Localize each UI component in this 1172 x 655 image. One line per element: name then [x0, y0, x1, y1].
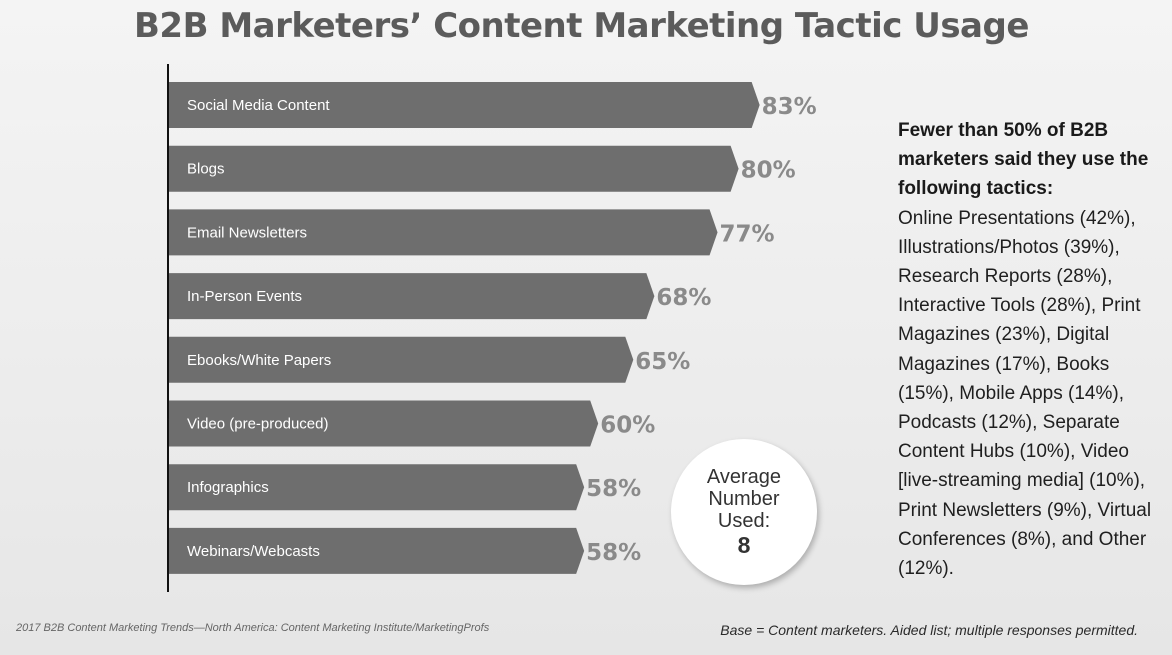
- bar-value-label: 58%: [586, 540, 641, 566]
- bar: [169, 82, 760, 128]
- bar-value-label: 83%: [762, 94, 817, 120]
- bar: [169, 464, 585, 511]
- average-badge-value: 8: [737, 532, 751, 558]
- bar: [169, 400, 599, 447]
- bar-value-label: 65%: [635, 349, 690, 375]
- bar-category-label: Social Media Content: [187, 97, 330, 114]
- chart-title: B2B Marketers’ Content Marketing Tactic …: [134, 6, 1029, 46]
- bar-category-label: Ebooks/White Papers: [187, 352, 331, 369]
- source-citation: 2017 B2B Content Marketing Trends—North …: [16, 622, 490, 634]
- bar-value-label: 68%: [656, 285, 711, 311]
- side-note-body: Online Presentations (42%), Illustration…: [898, 207, 1152, 580]
- bar-value-label: 58%: [586, 476, 641, 502]
- average-badge: Average Number Used: 8: [671, 439, 817, 585]
- base-note: Base = Content marketers. Aided list; mu…: [720, 622, 1138, 638]
- average-badge-label: Average Number Used:: [706, 466, 782, 532]
- bar: [169, 527, 585, 574]
- bar-category-label: In-Person Events: [187, 288, 302, 305]
- side-note-heading: Fewer than 50% of B2B marketers said the…: [898, 120, 1149, 200]
- bar: [169, 209, 718, 256]
- bar-category-label: Email Newsletters: [187, 224, 307, 241]
- bar: [169, 145, 739, 192]
- bar-value-label: 77%: [720, 221, 775, 247]
- bar-value-label: 80%: [741, 158, 796, 184]
- bar-category-label: Video (pre-produced): [187, 416, 328, 433]
- bar-category-label: Infographics: [187, 479, 269, 496]
- bar-chart: Social Media Content 83% Blogs 80% Email New…: [167, 64, 817, 592]
- bar: [169, 336, 634, 383]
- bar-category-label: Webinars/Webcasts: [187, 543, 320, 560]
- bar-category-label: Blogs: [187, 161, 225, 178]
- bar: [169, 273, 655, 320]
- side-note: Fewer than 50% of B2B marketers said the…: [898, 116, 1170, 583]
- bar-value-label: 60%: [600, 413, 655, 439]
